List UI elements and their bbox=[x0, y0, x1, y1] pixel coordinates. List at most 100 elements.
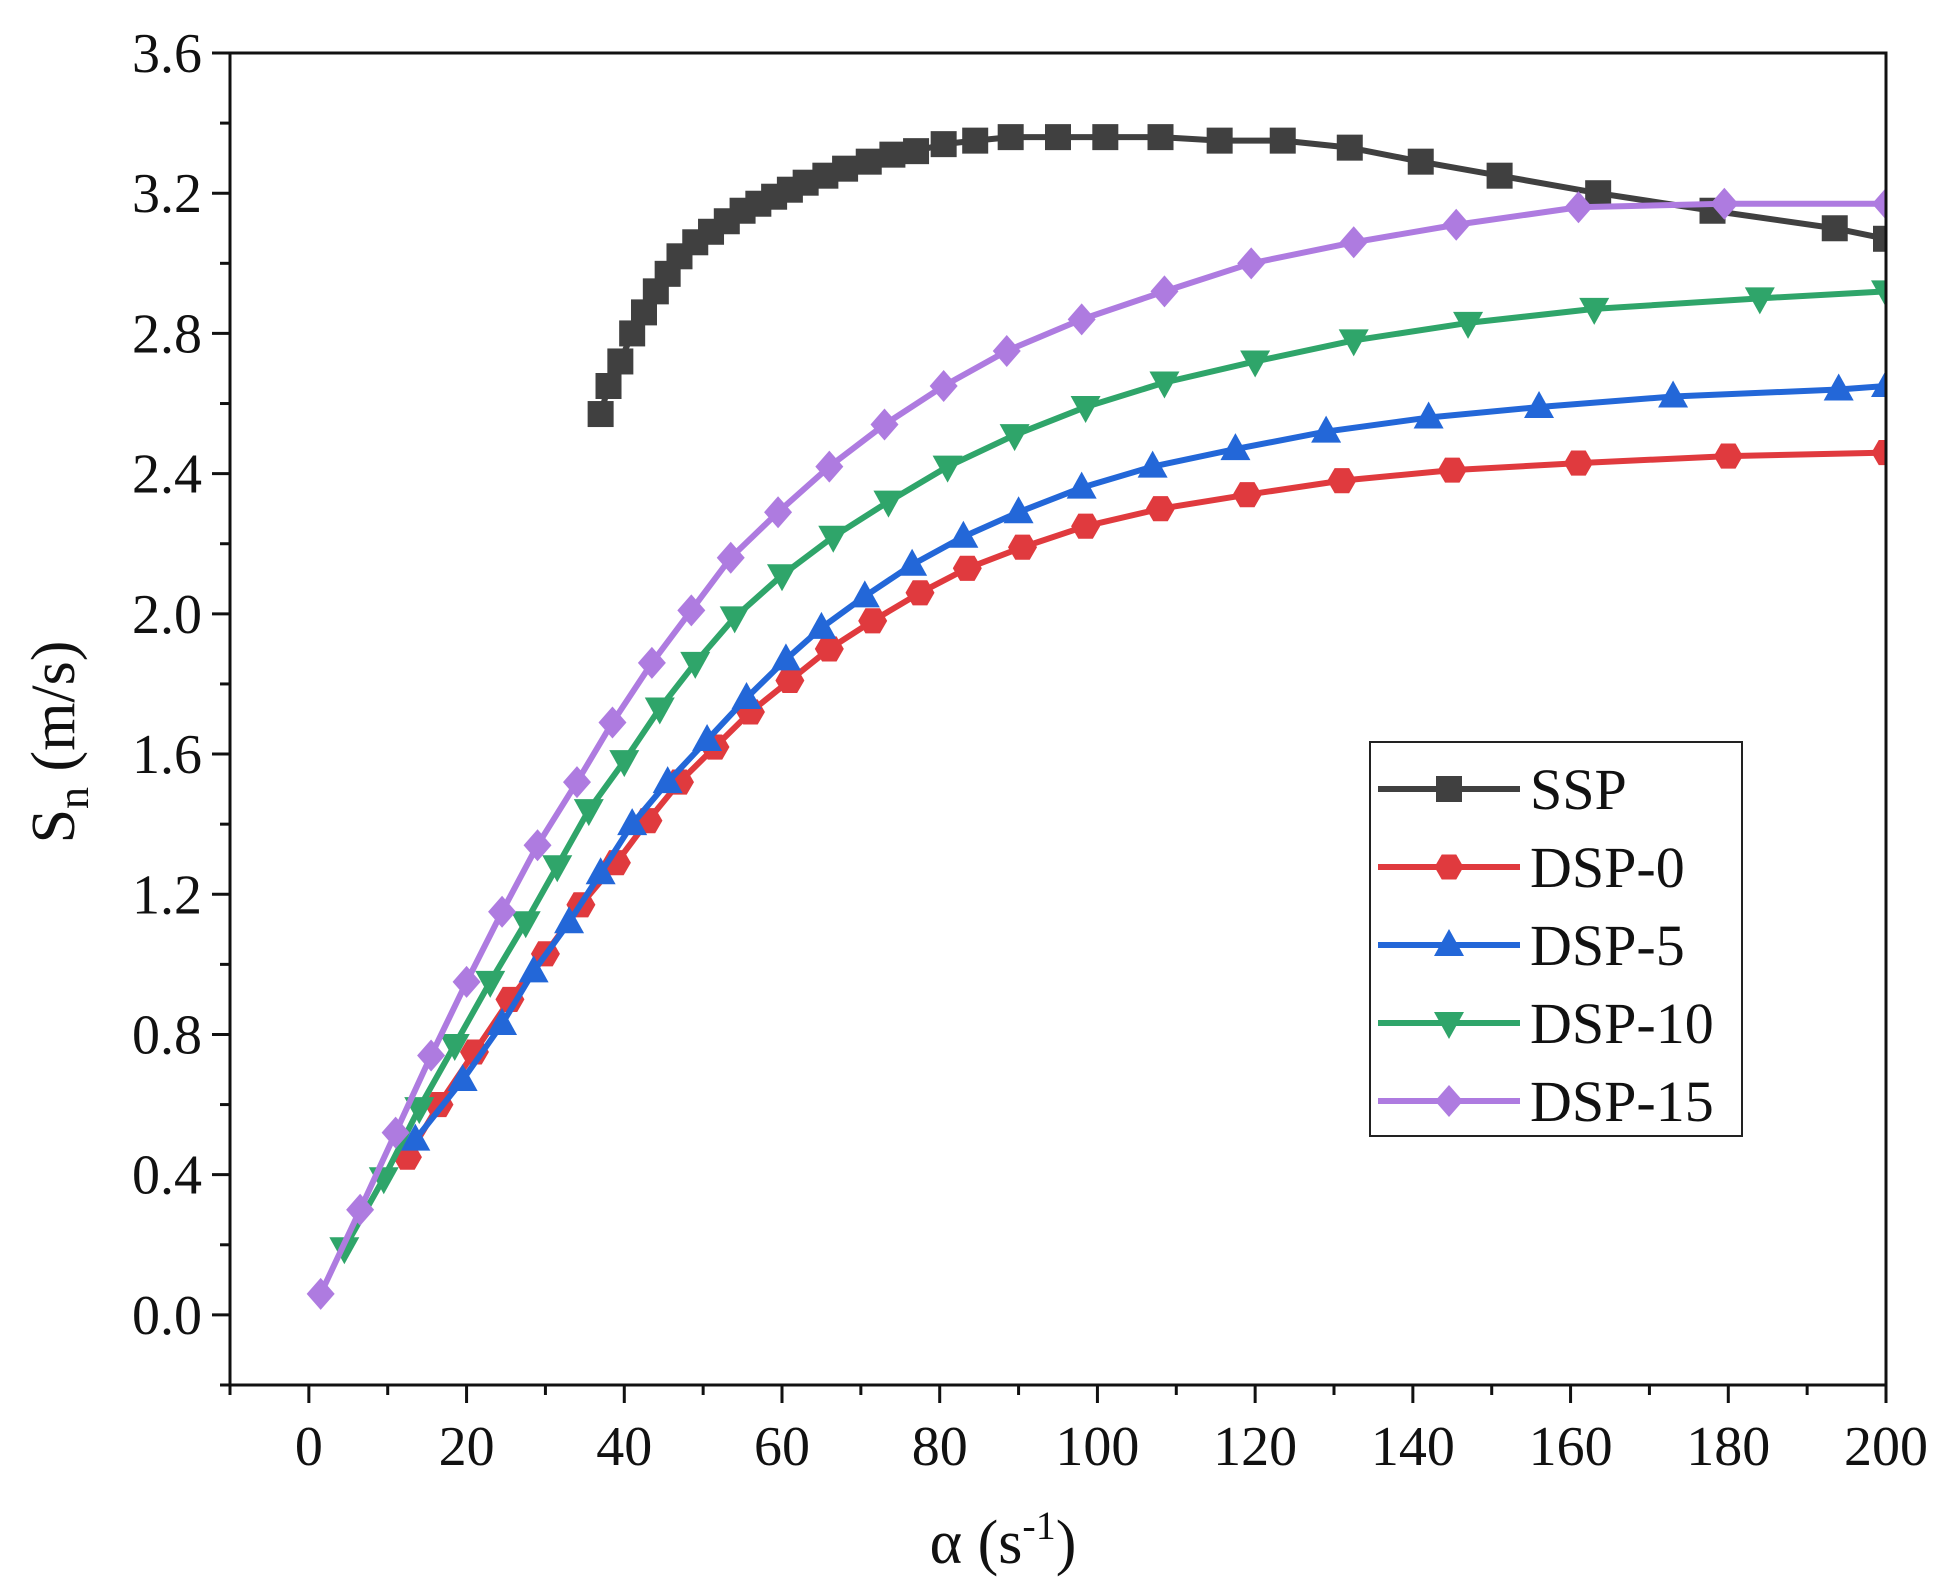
data-point-dsp-15 bbox=[815, 450, 844, 483]
data-point-dsp-0 bbox=[775, 667, 805, 693]
data-point-ssp bbox=[962, 127, 989, 154]
data-point-dsp-5 bbox=[770, 643, 801, 671]
x-axis-title: α (s-1) bbox=[930, 1503, 1077, 1577]
data-point-dsp-5 bbox=[487, 1007, 518, 1035]
x-tick-label: 40 bbox=[596, 1416, 652, 1478]
legend-item-dsp-15: DSP-15 bbox=[1378, 1069, 1714, 1134]
data-point-dsp-15 bbox=[306, 1277, 335, 1310]
data-point-dsp-10 bbox=[932, 455, 963, 483]
data-point-ssp bbox=[903, 138, 930, 165]
legend-label-dsp-0: DSP-0 bbox=[1530, 835, 1685, 900]
data-point-dsp-5 bbox=[806, 611, 837, 639]
data-point-dsp-10 bbox=[1871, 280, 1886, 308]
x-tick-label: 0 bbox=[295, 1416, 323, 1478]
data-point-dsp-0 bbox=[1232, 482, 1262, 508]
data-point-ssp bbox=[1092, 124, 1119, 151]
data-point-dsp-5 bbox=[731, 681, 762, 709]
y-tick-label: 2.4 bbox=[132, 444, 202, 506]
y-tick-label: 0.4 bbox=[132, 1145, 202, 1207]
data-point-ssp bbox=[879, 141, 906, 168]
legend-label-dsp-15: DSP-15 bbox=[1530, 1069, 1714, 1134]
x-tick-label: 100 bbox=[1055, 1416, 1139, 1478]
y-tick-label: 0.0 bbox=[132, 1285, 202, 1347]
data-point-dsp-15 bbox=[598, 706, 627, 739]
legend: SSP DSP-0 DSP-5 DSP-10 DSP-15 bbox=[1369, 741, 1743, 1137]
data-point-dsp-10 bbox=[1453, 311, 1484, 339]
data-point-dsp-15 bbox=[381, 1116, 410, 1149]
data-point-dsp-10 bbox=[542, 855, 573, 883]
y-axis-title: Sn (m/s) bbox=[20, 641, 98, 844]
plot-frame bbox=[228, 51, 1888, 1387]
series-dsp-5 bbox=[400, 370, 1886, 1151]
data-point-dsp-10 bbox=[1579, 297, 1610, 325]
series-ssp bbox=[587, 124, 1886, 428]
data-point-dsp-5 bbox=[1003, 496, 1034, 524]
data-point-ssp bbox=[855, 148, 882, 175]
data-point-dsp-5 bbox=[1871, 370, 1886, 397]
data-point-dsp-5 bbox=[652, 766, 683, 794]
data-point-dsp-5 bbox=[1524, 391, 1555, 419]
legend-label-dsp-10: DSP-10 bbox=[1530, 991, 1714, 1056]
data-point-dsp-10 bbox=[1149, 371, 1180, 399]
x-tick-label: 200 bbox=[1844, 1416, 1928, 1478]
data-point-dsp-0 bbox=[1871, 440, 1886, 466]
data-point-ssp bbox=[997, 124, 1024, 151]
data-point-dsp-5 bbox=[447, 1064, 478, 1092]
data-point-dsp-5 bbox=[585, 857, 616, 885]
data-point-ssp bbox=[587, 401, 614, 428]
legend-box bbox=[1369, 741, 1743, 1137]
data-point-dsp-10 bbox=[767, 564, 797, 592]
data-point-dsp-15 bbox=[929, 370, 958, 402]
data-point-dsp-0 bbox=[1327, 468, 1357, 494]
data-point-dsp-10 bbox=[1338, 329, 1369, 357]
data-point-dsp-0 bbox=[952, 555, 982, 581]
legend-marker-dsp-10 bbox=[1434, 1012, 1464, 1039]
data-point-dsp-15 bbox=[562, 766, 591, 799]
y-tick-label: 1.6 bbox=[132, 724, 202, 786]
data-point-dsp-10 bbox=[818, 525, 849, 553]
data-point-dsp-5 bbox=[948, 520, 979, 548]
legend-label-ssp: SSP bbox=[1530, 757, 1627, 822]
data-point-dsp-5 bbox=[849, 580, 880, 608]
data-point-ssp bbox=[1585, 180, 1612, 207]
data-point-dsp-5 bbox=[1823, 373, 1854, 401]
legend-item-dsp-5: DSP-5 bbox=[1378, 913, 1685, 978]
data-point-dsp-0 bbox=[1563, 450, 1593, 476]
x-tick-label: 180 bbox=[1686, 1416, 1770, 1478]
data-point-dsp-15 bbox=[1150, 275, 1179, 308]
data-point-dsp-15 bbox=[870, 408, 899, 441]
data-point-dsp-10 bbox=[873, 490, 904, 518]
data-point-dsp-15 bbox=[1710, 187, 1739, 220]
x-tick-label: 160 bbox=[1529, 1416, 1613, 1478]
data-point-ssp bbox=[1206, 127, 1233, 154]
data-point-ssp bbox=[1336, 134, 1363, 161]
data-point-dsp-10 bbox=[1744, 287, 1775, 315]
data-point-dsp-0 bbox=[905, 580, 935, 606]
data-point-ssp bbox=[1873, 225, 1886, 252]
data-point-dsp-15 bbox=[1067, 303, 1096, 336]
data-point-dsp-0 bbox=[1713, 443, 1743, 469]
data-point-dsp-5 bbox=[692, 724, 723, 752]
data-point-dsp-15 bbox=[488, 895, 517, 928]
y-tick-label: 0.8 bbox=[132, 1004, 202, 1066]
data-point-dsp-15 bbox=[523, 829, 552, 862]
data-point-dsp-15 bbox=[1564, 191, 1593, 224]
data-point-dsp-10 bbox=[644, 697, 675, 725]
data-point-dsp-10 bbox=[1070, 396, 1101, 424]
data-point-dsp-10 bbox=[719, 606, 750, 634]
data-point-dsp-5 bbox=[400, 1123, 431, 1151]
data-point-dsp-15 bbox=[716, 541, 745, 574]
x-tick-label: 120 bbox=[1213, 1416, 1297, 1478]
data-point-dsp-10 bbox=[1240, 350, 1271, 378]
data-point-dsp-0 bbox=[814, 636, 844, 662]
data-point-dsp-5 bbox=[1658, 380, 1689, 408]
data-point-dsp-5 bbox=[554, 906, 585, 934]
data-point-dsp-15 bbox=[992, 334, 1021, 367]
data-point-ssp bbox=[595, 373, 622, 399]
data-point-dsp-10 bbox=[999, 424, 1030, 452]
data-point-ssp bbox=[1821, 215, 1848, 242]
data-point-dsp-15 bbox=[1872, 187, 1886, 220]
data-point-dsp-15 bbox=[677, 594, 706, 627]
data-point-dsp-15 bbox=[764, 496, 793, 529]
